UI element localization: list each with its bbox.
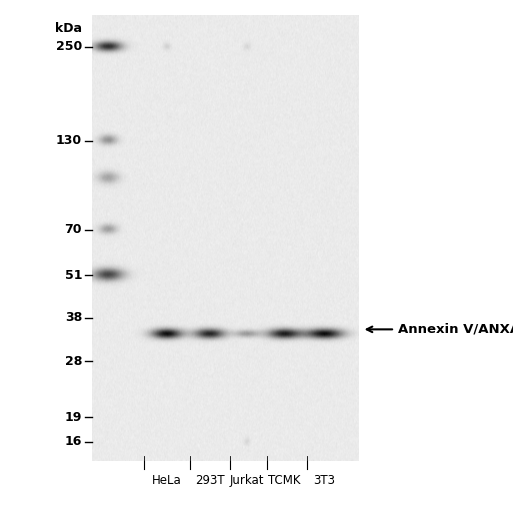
- Text: Jurkat: Jurkat: [230, 474, 264, 487]
- Text: 130: 130: [56, 134, 82, 147]
- Text: 16: 16: [65, 435, 82, 449]
- Text: 51: 51: [65, 269, 82, 282]
- Text: 293T: 293T: [195, 474, 225, 487]
- Text: 3T3: 3T3: [313, 474, 336, 487]
- Text: kDa: kDa: [55, 22, 82, 35]
- Text: 19: 19: [65, 411, 82, 424]
- Text: HeLa: HeLa: [152, 474, 182, 487]
- Text: TCMK: TCMK: [268, 474, 301, 487]
- Text: 70: 70: [65, 223, 82, 236]
- Text: 38: 38: [65, 311, 82, 324]
- Text: 28: 28: [65, 355, 82, 368]
- Text: 250: 250: [56, 40, 82, 53]
- Text: Annexin V/ANXA5: Annexin V/ANXA5: [398, 323, 513, 336]
